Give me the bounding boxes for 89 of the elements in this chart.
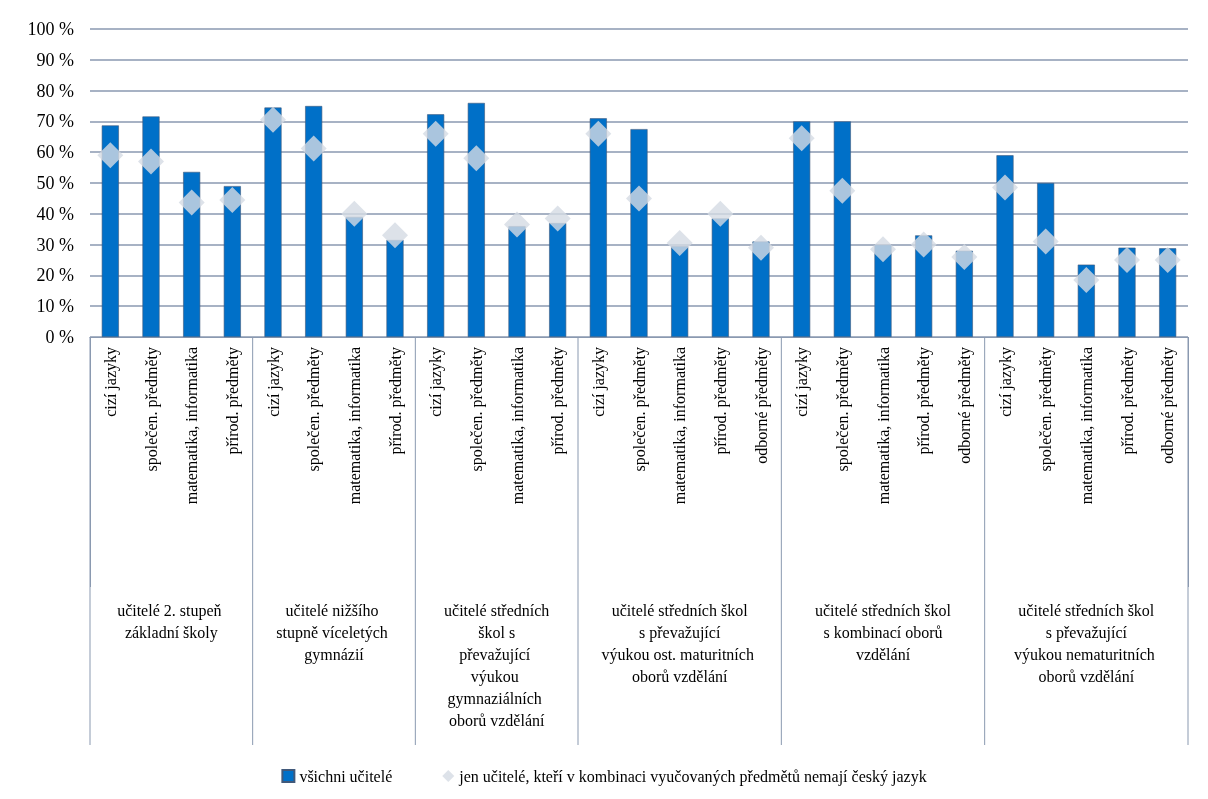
bar [549,223,567,337]
point [341,200,368,227]
x-tick-label: cizí jazyky [101,347,120,417]
point [626,185,652,212]
point [951,243,978,270]
x-tick-label: matematika, informatika [671,347,689,505]
bar [142,116,160,337]
x-tick-label: odborné předměty [1159,347,1178,464]
point [788,125,815,152]
point [260,106,286,133]
bar [386,239,404,337]
bar [467,102,485,337]
point [910,231,937,258]
y-tick-label: 20 % [36,265,74,286]
y-tick-label: 50 % [36,173,74,193]
x-tick-label: matematika, informatika [874,347,892,505]
x-tick-label: cizí jazyky [996,347,1015,417]
point [382,222,408,249]
bar [711,218,729,337]
x-tick-label: odborné předměty [955,347,974,464]
x-tick-label: společen. předměty [142,347,161,472]
point [544,205,571,232]
point [1073,267,1100,294]
point [422,120,449,147]
x-tick-label: matematika, informatika [345,347,363,505]
point [219,186,246,213]
text: učitelé středních škol s kombinací oborů vzdělání [815,601,952,663]
bar [264,107,282,337]
x-tick-label: společen. předměty [305,347,324,472]
point [300,135,327,162]
x-tick-label: společen. předměty [630,347,649,472]
y-tick-label: 100 % [27,19,74,39]
bar [833,121,851,337]
bar [345,216,363,337]
text: učitelé středních škol s převažující výukou nematuritních oborů vzdělání [1013,601,1159,685]
y-tick-label: 30 % [36,234,74,255]
point [1154,247,1181,273]
x-tick-label: matematika, informatika [1077,347,1095,505]
point [1114,247,1140,273]
point [707,200,734,227]
x-tick-label: přírod. předměty [711,347,730,455]
x-tick-label: přírod. předměty [386,347,405,455]
bar [101,125,119,337]
x-tick-label: přírod. předměty [223,347,242,455]
text: učitelé středních škol s převažující výukou ost. maturitních oborů vzdělání [601,601,758,685]
bar [793,121,811,337]
x-tick-label: společen. předměty [467,347,486,472]
text: učitelé středních škol s převažující výukou gymnaziálních oborů vzdělání [444,601,550,729]
y-tick-label: 10 % [36,296,74,317]
bar [589,118,607,337]
y-tick-label: 60 % [36,142,74,163]
x-tick-label: cizí jazyky [793,347,812,417]
legend-label: všichni učitelé [299,767,393,785]
point [97,142,124,169]
point [870,236,896,263]
y-tick-label: 90 % [36,49,74,70]
bar [671,246,689,337]
x-tick-label: přírod. předměty [549,347,568,455]
x-tick-label: matematika, informatika [183,347,201,505]
point [1032,228,1059,255]
x-tick-label: přírod. předměty [915,347,934,455]
x-tick-label: matematika, informatika [508,347,526,505]
x-tick-label: společen. předměty [1037,347,1056,472]
point [748,234,774,261]
x-tick-label: cizí jazyky [264,347,283,417]
bar [630,129,648,337]
y-tick-label: 40 % [36,203,74,224]
point [178,189,205,216]
bar [427,114,445,337]
y-tick-label: 70 % [36,111,74,132]
point [829,177,856,204]
point [992,174,1018,201]
bar [305,106,323,337]
point [504,211,530,238]
x-tick-label: společen. předměty [833,347,852,472]
x-tick-label: cizí jazyky [589,347,608,417]
y-tick-label: 80 % [36,80,74,101]
point [666,230,693,257]
y-tick-label: 0 % [45,327,74,347]
point [585,120,612,147]
legend-label: jen učitelé, kteří v kombinaci vyučovaných předmětů nemají český jazyk [458,767,927,786]
bar [508,226,526,337]
x-tick-label: odborné předměty [752,347,771,464]
point [463,145,490,172]
text: učitelé 2. stupeň základní školy [117,601,226,642]
text: učitelé nižšího stupně víceletých gymnázií [276,601,392,664]
point [138,148,164,175]
x-tick-label: přírod. předměty [1118,347,1137,455]
x-tick-label: cizí jazyky [427,347,446,417]
